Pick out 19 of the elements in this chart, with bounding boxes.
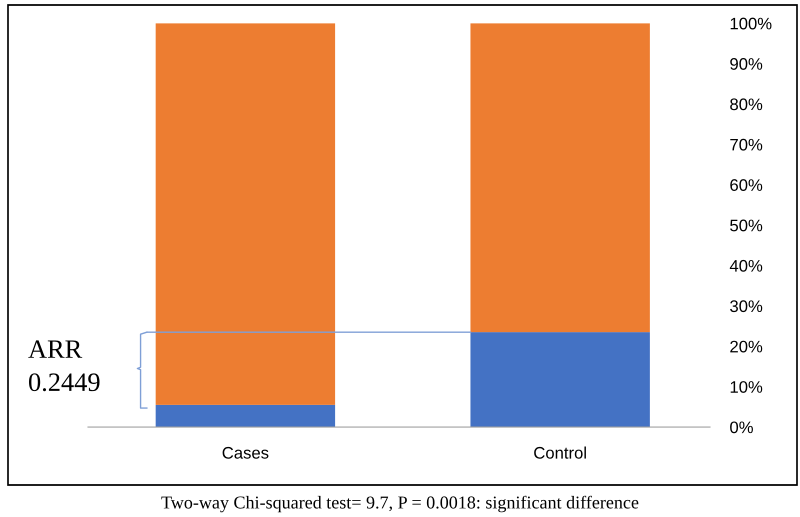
bar bbox=[156, 23, 336, 405]
y-tick-label: 0% bbox=[730, 421, 753, 434]
y-tick-label: 50% bbox=[730, 220, 762, 232]
y-tick-label: 80% bbox=[730, 98, 762, 110]
annotation: ARR 0.2449 bbox=[28, 340, 100, 392]
bar bbox=[470, 332, 650, 428]
y-tick-label: 40% bbox=[730, 260, 762, 272]
bar bbox=[156, 404, 336, 428]
y-tick-label: 90% bbox=[730, 58, 762, 70]
y-tick-label: 30% bbox=[730, 300, 762, 312]
y-tick-label: 10% bbox=[730, 381, 762, 393]
text: Two-way Chi-squared test= 9.7, P = 0.0018: significant difference bbox=[161, 496, 638, 512]
y-tick-label: 100% bbox=[730, 18, 772, 30]
y-tick-label: 70% bbox=[730, 138, 762, 151]
x-tick-label: Cases bbox=[222, 446, 268, 459]
x-tick-label: Control bbox=[534, 446, 586, 459]
bar bbox=[470, 23, 650, 332]
y-tick-label: 60% bbox=[730, 179, 762, 191]
y-tick-label: 20% bbox=[730, 340, 762, 352]
